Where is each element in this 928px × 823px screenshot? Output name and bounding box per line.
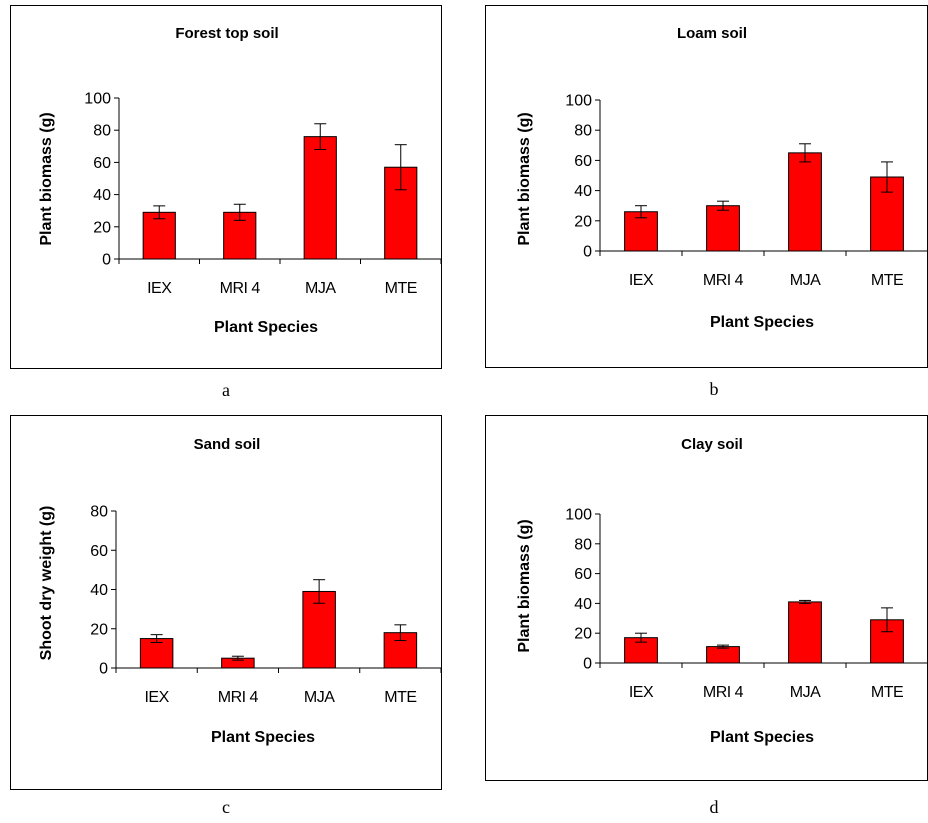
y-axis-label: Plant biomass (g) [516, 112, 533, 245]
x-tick-label: MTE [385, 280, 417, 297]
plot-area: 0 20 40 60 80 100 IEX MRI 4 MJA MTE [84, 91, 442, 297]
y-tick-label: 80 [574, 536, 592, 553]
bar-mja [303, 136, 337, 260]
bar-mja [302, 590, 336, 669]
bar-iex [139, 638, 174, 669]
y-tick-label: 60 [574, 566, 592, 583]
y-tick-label: 20 [574, 626, 592, 643]
bar-mja [788, 601, 822, 664]
panel-caption-b: b [709, 379, 719, 399]
y-tick-label: 40 [574, 183, 592, 200]
x-tick-label: MJA [304, 689, 335, 706]
chart-svg-sand-soil: Sand soil 0 20 40 60 80 IEX MRI 4 MJA MTE Shoot … [38, 436, 442, 746]
chart-svg-forest-top-soil: Forest top soil 0 20 40 60 80 100 IEX MRI 4 MJA M… [38, 25, 442, 336]
y-tick-label: 40 [574, 596, 592, 613]
chart-panel-forest-top-soil: Forest top soil 0 20 40 60 80 100 IEX MRI 4 MJA M… [10, 5, 442, 369]
y-axis-label: Plant biomass (g) [38, 112, 55, 245]
y-tick-label: 80 [93, 123, 111, 140]
x-tick-label: IEX [147, 280, 172, 297]
y-tick-label: 20 [574, 213, 592, 230]
y-tick-label: 60 [574, 153, 592, 170]
y-tick-label: 100 [565, 93, 592, 110]
chart-title: Clay soil [681, 436, 743, 453]
x-tick-label: MRI 4 [218, 689, 259, 706]
chart-title: Sand soil [194, 436, 261, 453]
x-tick-label: MRI 4 [703, 272, 744, 289]
y-tick-label: 60 [93, 155, 111, 172]
chart-panel-clay-soil: Clay soil 0 20 40 60 80 100 IEX MRI 4 MJA MTE Pla… [485, 415, 928, 781]
y-tick-label: 80 [574, 123, 592, 140]
plot-area: 0 20 40 60 80 IEX MRI 4 MJA MTE [90, 504, 442, 706]
bar-mri-4 [706, 205, 740, 252]
panel-caption-a: a [222, 380, 230, 400]
panel-caption-d: d [709, 797, 719, 817]
y-tick-label: 20 [93, 219, 111, 236]
chart-title: Loam soil [677, 25, 747, 42]
x-tick-label: IEX [629, 684, 654, 701]
plot-area: 0 20 40 60 80 100 IEX MRI 4 MJA MTE [565, 93, 928, 289]
bar-mri-4 [706, 646, 740, 664]
y-tick-label: 40 [93, 187, 111, 204]
y-tick-label: 0 [583, 656, 592, 673]
x-axis-label: Plant Species [710, 729, 814, 746]
y-tick-label: 60 [90, 543, 108, 560]
chart-title: Forest top soil [175, 25, 278, 42]
x-tick-label: MJA [305, 280, 336, 297]
x-tick-label: MTE [384, 689, 416, 706]
bar-mja [788, 152, 822, 252]
y-tick-label: 100 [84, 91, 111, 108]
x-tick-label: IEX [144, 689, 169, 706]
x-axis-label: Plant Species [211, 729, 315, 746]
x-tick-label: MJA [790, 684, 821, 701]
x-axis-label: Plant Species [710, 314, 814, 331]
x-tick-label: MRI 4 [703, 684, 744, 701]
chart-svg-loam-soil: Loam soil 0 20 40 60 80 100 IEX MRI 4 MJA MTE Pla… [516, 25, 928, 331]
y-tick-label: 0 [99, 661, 108, 678]
bar-iex [142, 211, 176, 260]
y-tick-label: 0 [102, 252, 111, 269]
y-tick-label: 0 [583, 244, 592, 261]
panel-caption-c: c [222, 797, 230, 817]
chart-svg-clay-soil: Clay soil 0 20 40 60 80 100 IEX MRI 4 MJA MTE Pla… [516, 436, 928, 746]
x-tick-label: MJA [790, 272, 821, 289]
y-tick-label: 100 [565, 507, 592, 524]
y-tick-label: 80 [90, 504, 108, 521]
x-axis-label: Plant Species [214, 319, 318, 336]
x-tick-label: MTE [871, 272, 903, 289]
y-tick-label: 20 [90, 621, 108, 638]
chart-panel-loam-soil: Loam soil 0 20 40 60 80 100 IEX MRI 4 MJA MTE Pla… [485, 5, 928, 368]
y-tick-label: 40 [90, 582, 108, 599]
x-tick-label: MRI 4 [220, 280, 261, 297]
bar-mri-4 [223, 211, 257, 260]
x-tick-label: MTE [871, 684, 903, 701]
y-axis-label: Shoot dry weight (g) [38, 506, 55, 661]
plot-area: 0 20 40 60 80 100 IEX MRI 4 MJA MTE [565, 507, 928, 701]
y-axis-label: Plant biomass (g) [516, 519, 533, 652]
chart-panel-sand-soil: Sand soil 0 20 40 60 80 IEX MRI 4 MJA MTE Shoot … [10, 415, 442, 790]
x-tick-label: IEX [629, 272, 654, 289]
